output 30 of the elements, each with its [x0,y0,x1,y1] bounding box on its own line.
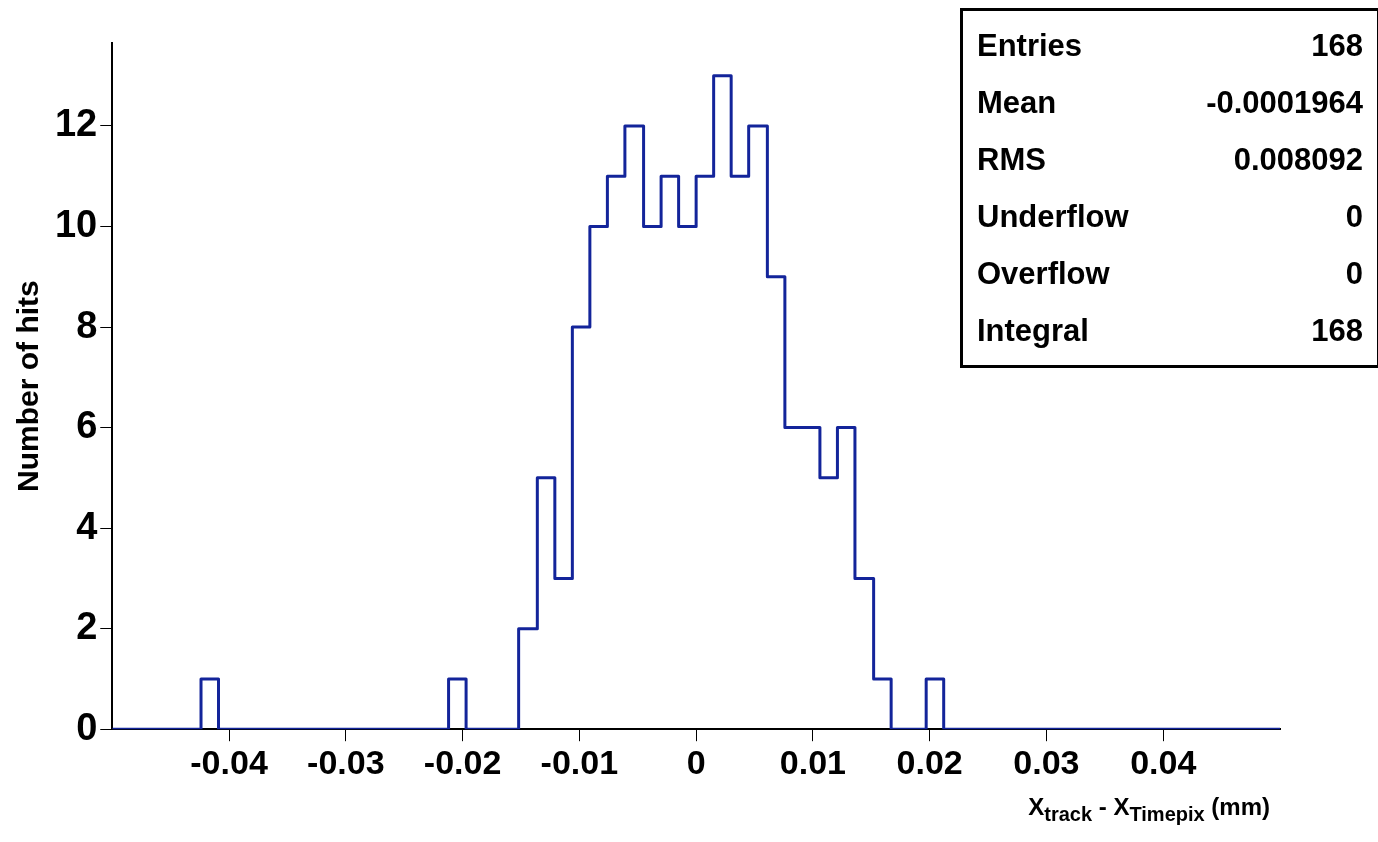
x-tick-label: 0.03 [1013,742,1080,781]
annotation: Integral [977,312,1089,349]
text: 0 [1345,255,1363,292]
y-tick-label: 0 [76,705,98,748]
x-tick-label: 0.02 [896,742,963,781]
annotation: -0.0001964 [1206,84,1363,121]
text: 168 [1311,312,1363,349]
y-tick-label: 6 [76,404,98,447]
y-tick-label: 4 [76,504,98,547]
text: 0 [1345,198,1363,235]
x-tick-label: 0.04 [1130,742,1197,781]
text: 168 [1311,27,1363,64]
x-tick-label: -0.03 [307,742,385,781]
x-axis-title: X$_{track}$ - X$_{Timepix}$ (mm) [1028,793,1270,826]
y-tick-label: 2 [76,605,98,648]
x-tick-label: -0.04 [190,742,268,781]
x-tick-label: 0 [686,742,706,781]
annotation: Overflow [977,255,1110,292]
y-tick-label: 10 [54,202,98,245]
y-tick-label: 8 [76,303,98,346]
annotation: Mean [977,84,1057,121]
x-tick-label: 0.01 [779,742,846,781]
y-tick-label: 12 [54,102,98,145]
y-axis-title: Number of hits [11,280,45,492]
annotation: Entries [977,27,1083,64]
x-tick-label: -0.01 [540,742,619,781]
x-tick-label: -0.02 [423,742,502,781]
annotation: 0.008092 [1233,141,1363,178]
annotation: RMS [977,141,1046,178]
annotation: Underflow [977,198,1129,235]
